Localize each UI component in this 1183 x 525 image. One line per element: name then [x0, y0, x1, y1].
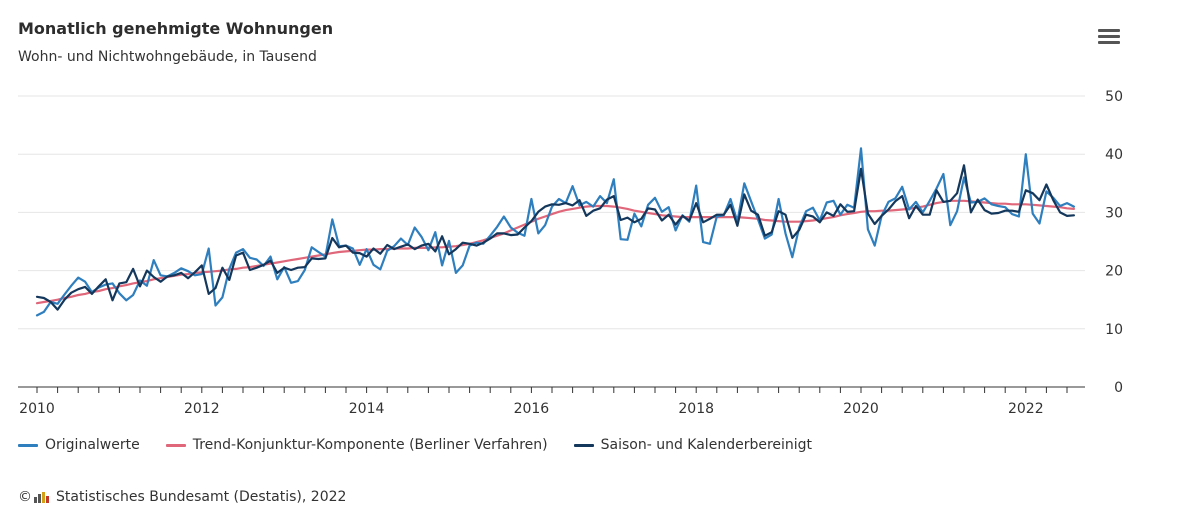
legend-item-original[interactable]: Originalwerte [18, 437, 140, 453]
x-tick-label: 2018 [678, 401, 714, 417]
y-tick-label: 50 [1105, 89, 1123, 105]
x-tick-label: 2016 [514, 401, 550, 417]
x-tick-label: 2014 [349, 401, 385, 417]
credits-text[interactable]: Statistisches Bundesamt (Destatis), 2022 [56, 489, 347, 505]
legend-item-adjusted[interactable]: Saison- und Kalenderbereinigt [573, 437, 813, 453]
legend-item-trend[interactable]: Trend-Konjunktur-Komponente (Berliner Ve… [165, 437, 548, 453]
x-tick-label: 2010 [19, 401, 55, 417]
legend-label-adjusted: Saison- und Kalenderbereinigt [600, 437, 813, 453]
chart-title: Monatlich genehmigte Wohnungen [18, 19, 334, 38]
legend-label-trend: Trend-Konjunktur-Komponente (Berliner Ve… [192, 437, 548, 453]
chart-legend: Originalwerte Trend-Konjunktur-Komponent… [18, 437, 838, 453]
copyright-symbol: © [18, 489, 32, 505]
legend-swatch-trend [165, 443, 186, 447]
x-tick-label: 2022 [1008, 401, 1044, 417]
destatis-bars-icon [34, 491, 50, 503]
line-chart: 0 10 20 30 40 50 2010 2012 2014 2016 2018 2020 2022 [18, 89, 1123, 417]
y-tick-label: 0 [1114, 380, 1123, 396]
series-line-adjusted [35, 164, 1076, 311]
legend-swatch-original [18, 443, 38, 447]
series-line-trend [35, 199, 1076, 305]
y-tick-label: 20 [1105, 264, 1123, 280]
chart-subtitle: Wohn- und Nichtwohngebäude, in Tausend [18, 49, 317, 65]
x-tick-label: 2020 [843, 401, 879, 417]
credits: © Statistisches Bundesamt (Destatis), 20… [18, 489, 346, 505]
series-line-original [35, 147, 1076, 317]
y-tick-label: 30 [1105, 205, 1123, 221]
y-tick-label: 10 [1105, 322, 1123, 338]
legend-label-original: Originalwerte [45, 437, 140, 453]
x-tick-label: 2012 [184, 401, 220, 417]
y-tick-label: 40 [1105, 147, 1123, 163]
legend-swatch-adjusted [573, 443, 594, 447]
hamburger-menu-icon[interactable] [1096, 26, 1122, 48]
